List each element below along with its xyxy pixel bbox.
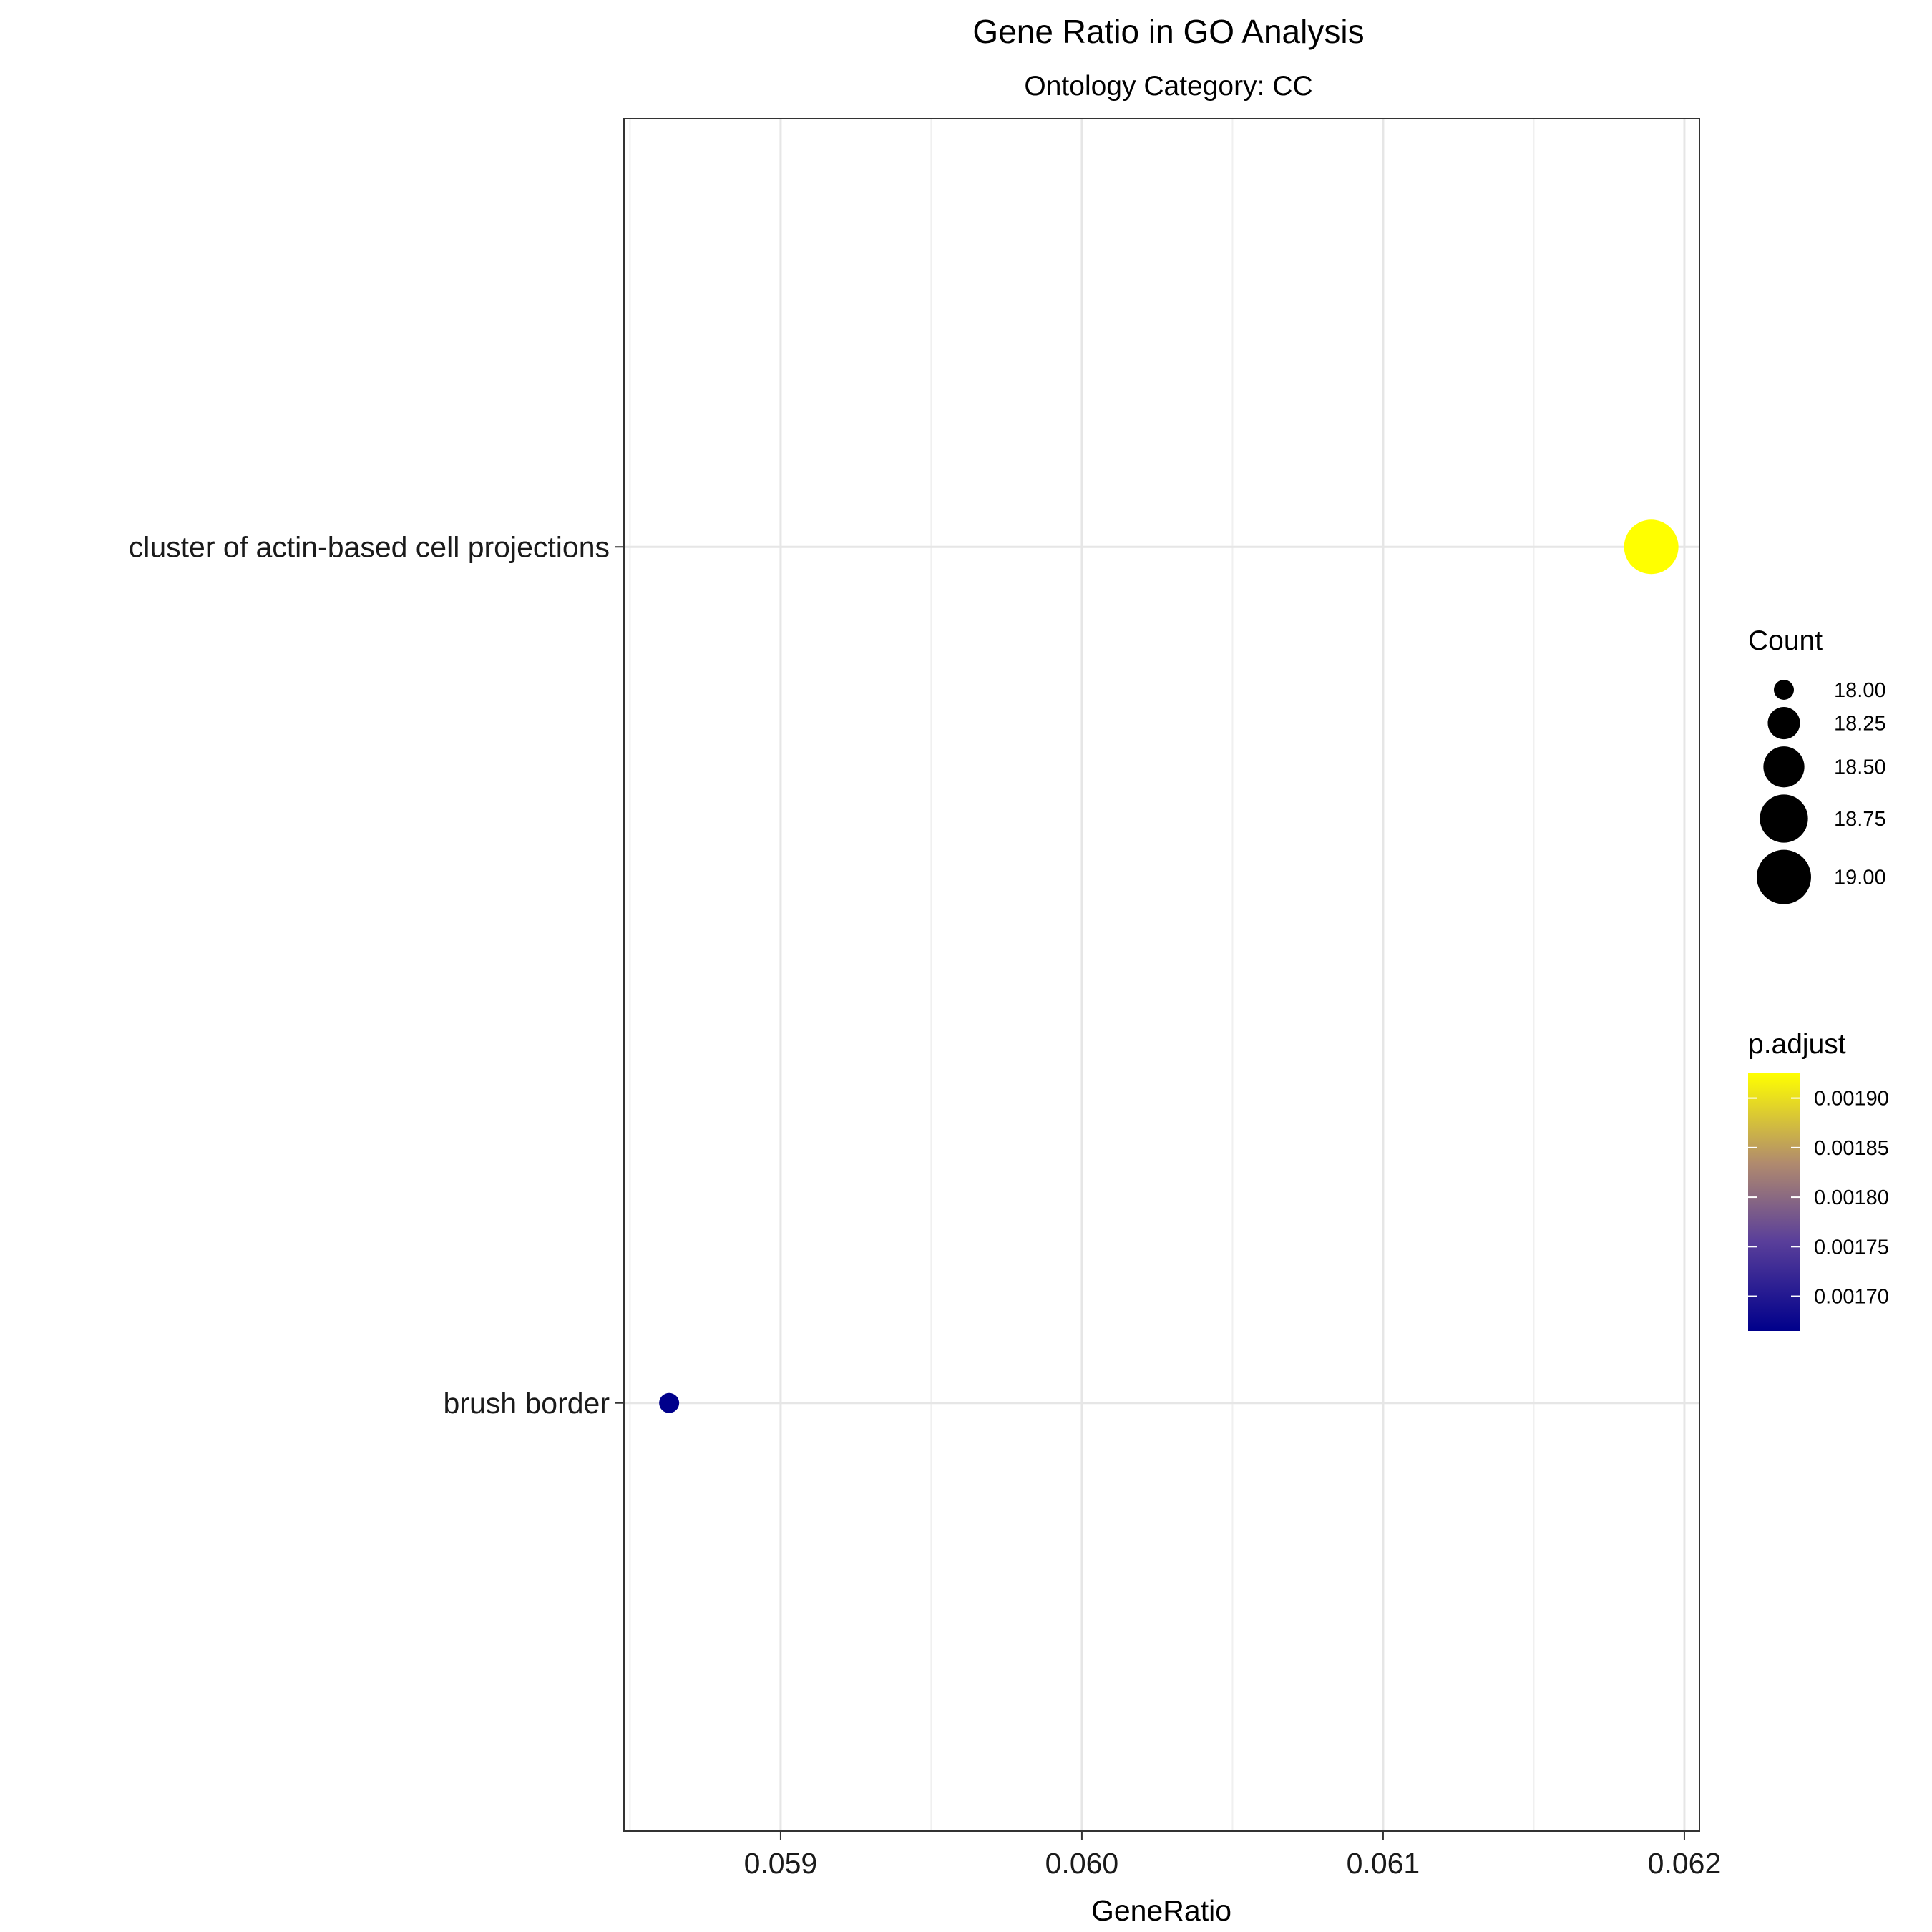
color-legend-label: 0.00170 bbox=[1814, 1286, 1889, 1309]
x-tick-label: 0.060 bbox=[1045, 1847, 1119, 1880]
size-legend-label: 18.25 bbox=[1834, 713, 1886, 736]
plot-panel-background bbox=[624, 119, 1699, 1831]
size-legend-label: 18.50 bbox=[1834, 756, 1886, 779]
color-legend-bar bbox=[1748, 1073, 1800, 1331]
chart-title: Gene Ratio in GO Analysis bbox=[972, 13, 1364, 50]
color-legend: p.adjust 0.001700.001750.001800.001850.0… bbox=[1748, 1029, 1889, 1331]
x-tick-label: 0.061 bbox=[1347, 1847, 1420, 1880]
size-legend-label: 18.00 bbox=[1834, 679, 1886, 702]
y-tick-label: cluster of actin-based cell projections bbox=[129, 530, 610, 563]
data-point bbox=[659, 1392, 680, 1413]
color-legend-label: 0.00185 bbox=[1814, 1137, 1889, 1160]
size-legend: Count 18.00 18.25 18.50 18.75 19.00 bbox=[1748, 625, 1886, 904]
color-legend-ticks: 0.00170 0.00175 0.00180 0.00185 0.00190 bbox=[1748, 1088, 1889, 1309]
size-legend-entries: 18.00 18.25 18.50 18.75 19.00 bbox=[1757, 679, 1886, 904]
x-axis: 0.059 0.060 0.061 0.062 bbox=[744, 1831, 1722, 1880]
color-legend-label: 0.00190 bbox=[1814, 1088, 1889, 1111]
x-tick-label: 0.062 bbox=[1648, 1847, 1722, 1880]
size-legend-key bbox=[1763, 746, 1805, 788]
size-legend-key bbox=[1757, 849, 1811, 904]
y-tick-label: brush border bbox=[444, 1387, 610, 1420]
grid-lines bbox=[624, 119, 1699, 1831]
size-legend-title: Count bbox=[1748, 625, 1823, 656]
chart-subtitle: Ontology Category: CC bbox=[1024, 71, 1312, 102]
color-legend-title: p.adjust bbox=[1748, 1029, 1846, 1060]
size-legend-key bbox=[1760, 794, 1808, 843]
size-legend-key bbox=[1774, 680, 1794, 700]
size-legend-key bbox=[1767, 707, 1800, 740]
plot-panel-border bbox=[623, 118, 1700, 1832]
size-legend-label: 19.00 bbox=[1834, 867, 1886, 889]
color-legend-label: 0.00180 bbox=[1814, 1186, 1889, 1209]
x-axis-title: GeneRatio bbox=[1091, 1894, 1231, 1927]
data-points bbox=[659, 519, 1679, 1413]
y-axis: cluster of actin-based cell projections b… bbox=[129, 530, 624, 1420]
size-legend-label: 18.75 bbox=[1834, 808, 1886, 831]
data-point bbox=[1624, 519, 1679, 575]
color-legend-label: 0.00175 bbox=[1814, 1236, 1889, 1259]
x-tick-label: 0.059 bbox=[744, 1847, 818, 1880]
